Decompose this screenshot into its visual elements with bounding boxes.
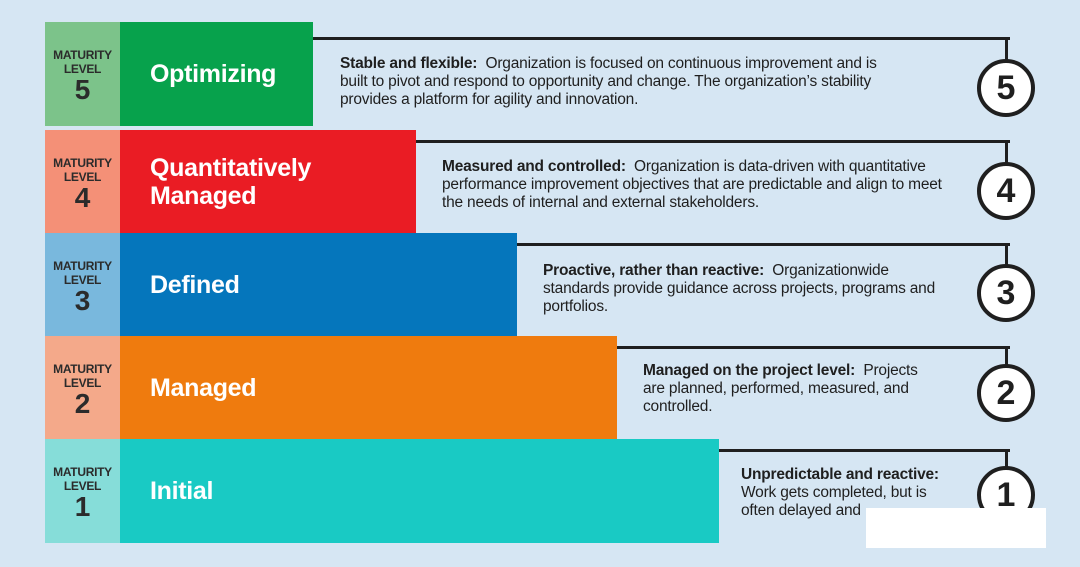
connector-drop-2 (1005, 346, 1008, 370)
level-label: LEVEL (63, 170, 102, 184)
connector-drop-1 (1005, 449, 1008, 473)
maturity-tag-1: MATURITY LEVEL 1 (45, 439, 120, 543)
maturity-label: MATURITY (53, 362, 112, 376)
level-bar-optimizing: Optimizing (120, 22, 313, 126)
connector-line-4 (416, 140, 1010, 143)
description-heading: Proactive, rather than reactive: (543, 262, 765, 279)
level-bar-quantitatively-managed: Quantitatively Managed (120, 130, 416, 234)
level-number: 5 (74, 74, 91, 105)
level-name: Managed (150, 374, 257, 402)
connector-line-3 (517, 243, 1010, 246)
connector-drop-3 (1005, 243, 1008, 267)
connector-line-2 (617, 346, 1010, 349)
description-heading: Managed on the project level: (643, 362, 856, 379)
connector-drop-5 (1005, 37, 1008, 61)
description-1: Unpredictable and reactive: Work gets co… (741, 466, 956, 520)
level-bar-managed: Managed (120, 336, 617, 440)
level-name: Defined (150, 271, 240, 299)
description-text: Projects are planned, performed, measure… (643, 362, 918, 415)
level-bar-initial: Initial (120, 439, 719, 543)
description-text: Organizationwide standards provide guida… (543, 262, 936, 315)
level-circle-3: 3 (977, 264, 1035, 322)
maturity-label: MATURITY (53, 156, 112, 170)
description-5: Stable and flexible: Organization is foc… (340, 55, 900, 109)
maturity-tag-2: MATURITY LEVEL 2 (45, 336, 120, 440)
connector-line-5 (313, 37, 1010, 40)
maturity-label: MATURITY (53, 48, 112, 62)
description-text: Work gets completed, but is often delaye… (741, 484, 927, 519)
level-number: 1 (74, 491, 91, 522)
level-name: Initial (150, 477, 214, 505)
description-heading: Unpredictable and reactive: (741, 466, 939, 483)
level-number: 2 (74, 388, 91, 419)
level-circle-5: 5 (977, 59, 1035, 117)
level-label: LEVEL (63, 62, 102, 76)
level-name: Optimizing (150, 60, 277, 88)
maturity-tag-3: MATURITY LEVEL 3 (45, 233, 120, 337)
description-2: Managed on the project level: Projects a… (643, 362, 943, 416)
description-3: Proactive, rather than reactive: Organiz… (543, 262, 943, 316)
description-text: Organization is focused on continuous im… (340, 55, 877, 108)
level-label: LEVEL (63, 376, 102, 390)
level-label: LEVEL (63, 273, 102, 287)
level-label: LEVEL (63, 479, 102, 493)
connector-drop-4 (1005, 140, 1008, 164)
description-heading: Stable and flexible: (340, 55, 478, 72)
description-text: Organization is data-driven with quantit… (442, 158, 942, 211)
occlusion-patch (866, 508, 1046, 548)
maturity-label: MATURITY (53, 259, 112, 273)
connector-line-1 (719, 449, 1010, 452)
level-name: Quantitatively Managed (150, 154, 312, 210)
level-number: 3 (74, 285, 91, 316)
description-heading: Measured and controlled: (442, 158, 626, 175)
maturity-label: MATURITY (53, 465, 112, 479)
level-circle-4: 4 (977, 162, 1035, 220)
description-4: Measured and controlled: Organization is… (442, 158, 962, 212)
level-circle-2: 2 (977, 364, 1035, 422)
level-bar-defined: Defined (120, 233, 517, 337)
maturity-tag-5: MATURITY LEVEL 5 (45, 22, 120, 126)
maturity-tag-4: MATURITY LEVEL 4 (45, 130, 120, 234)
level-number: 4 (74, 182, 91, 213)
